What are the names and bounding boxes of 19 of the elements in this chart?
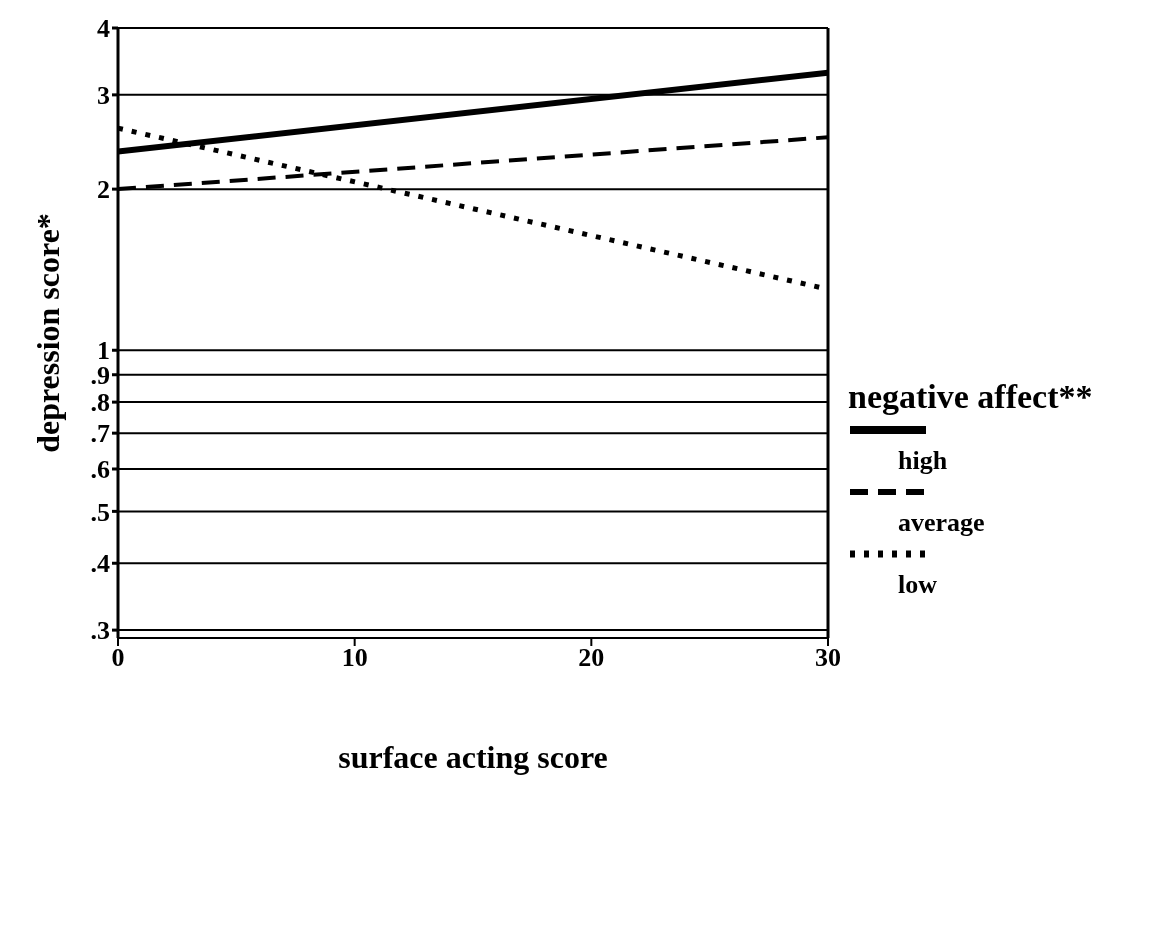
x-tick-label: 20 [578, 643, 605, 673]
y-tick-label: 3 [97, 81, 110, 111]
y-tick-label: .6 [90, 455, 110, 485]
x-tick-label: 0 [111, 643, 125, 673]
y-tick-label: .7 [90, 419, 110, 449]
x-tick-label: 30 [815, 643, 841, 673]
legend-title: negative affect** [848, 378, 1093, 416]
y-tick-label: .4 [90, 549, 110, 579]
y-tick-label: .8 [90, 388, 110, 418]
y-tick-label: 4 [97, 14, 110, 44]
legend-label: low [898, 570, 938, 600]
x-axis-title: surface acting score [338, 739, 608, 775]
x-tick-label: 10 [341, 643, 368, 673]
y-tick-label: .3 [90, 616, 110, 646]
y-tick-label: 2 [97, 175, 110, 205]
legend-label: high [898, 446, 949, 476]
legend-label: average [898, 508, 986, 538]
y-tick-label: .5 [90, 497, 110, 527]
y-axis-title: depression score* [30, 213, 67, 453]
